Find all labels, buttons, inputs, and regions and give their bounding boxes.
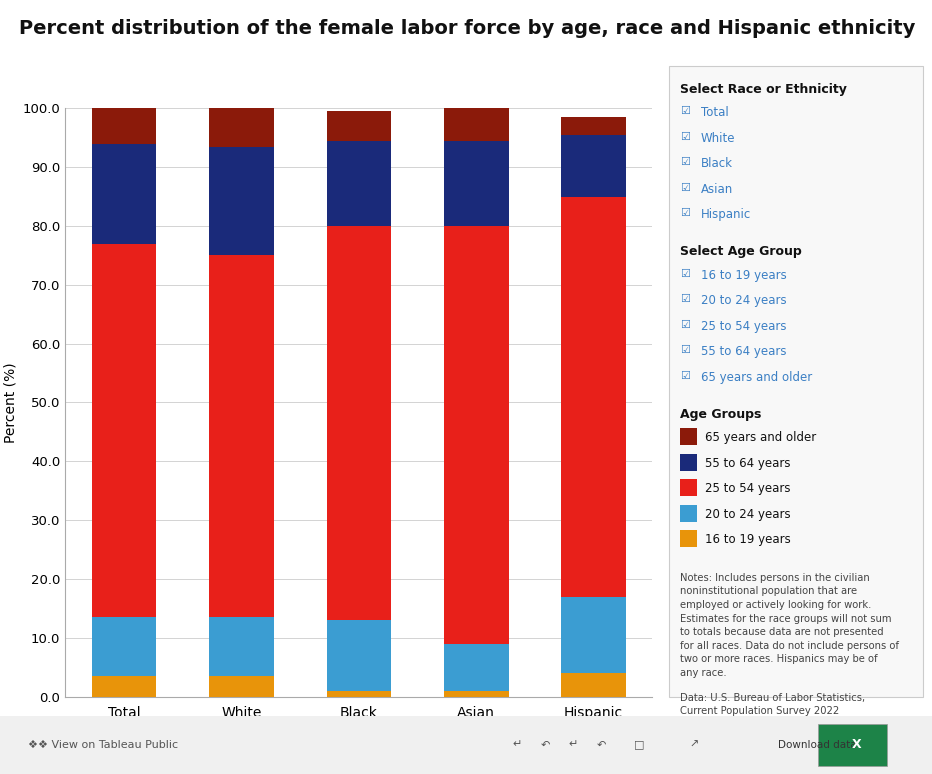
- Text: 20 to 24 years: 20 to 24 years: [705, 508, 790, 521]
- Text: ↵: ↵: [513, 740, 522, 749]
- Bar: [91, 144, 157, 244]
- Text: ↶: ↶: [596, 740, 606, 749]
- Text: Asian: Asian: [701, 183, 733, 196]
- Text: Age Groups: Age Groups: [680, 408, 761, 421]
- Bar: [326, 690, 391, 697]
- Text: Data: U.S. Bureau of Labor Statistics,
Current Population Survey 2022
Graphic: U: Data: U.S. Bureau of Labor Statistics, C…: [680, 693, 866, 744]
- Text: ☑: ☑: [680, 294, 691, 304]
- Text: ❖❖ View on Tableau Public: ❖❖ View on Tableau Public: [28, 740, 178, 749]
- Bar: [561, 197, 626, 597]
- Text: 55 to 64 years: 55 to 64 years: [701, 345, 787, 358]
- Bar: [91, 676, 157, 697]
- Bar: [91, 108, 157, 144]
- Bar: [326, 226, 391, 620]
- Text: 65 years and older: 65 years and older: [701, 371, 812, 384]
- Bar: [444, 690, 509, 697]
- Bar: [209, 255, 274, 617]
- Bar: [91, 244, 157, 617]
- Bar: [444, 141, 509, 226]
- Text: 20 to 24 years: 20 to 24 years: [701, 294, 787, 307]
- Text: Hispanic: Hispanic: [701, 208, 751, 221]
- Text: ☑: ☑: [680, 269, 691, 279]
- Text: Download data: Download data: [778, 740, 857, 749]
- Text: Select Race or Ethnicity: Select Race or Ethnicity: [680, 83, 847, 96]
- Text: 55 to 64 years: 55 to 64 years: [705, 457, 790, 470]
- Bar: [326, 620, 391, 690]
- Text: Black: Black: [701, 157, 733, 170]
- Bar: [444, 644, 509, 690]
- Bar: [561, 117, 626, 135]
- Bar: [444, 226, 509, 644]
- Bar: [209, 108, 274, 146]
- Text: 65 years and older: 65 years and older: [705, 431, 816, 444]
- Text: 16 to 19 years: 16 to 19 years: [705, 533, 790, 546]
- Bar: [444, 108, 509, 141]
- Bar: [561, 673, 626, 697]
- Text: 25 to 54 years: 25 to 54 years: [701, 320, 787, 333]
- Bar: [209, 617, 274, 676]
- Text: □: □: [634, 740, 644, 749]
- Text: ☑: ☑: [680, 320, 691, 330]
- Text: ↗: ↗: [690, 740, 699, 749]
- Bar: [326, 141, 391, 226]
- Text: Notes: Includes persons in the civilian
noninstitutional population that are
emp: Notes: Includes persons in the civilian …: [680, 573, 899, 678]
- Bar: [561, 135, 626, 197]
- Bar: [326, 111, 391, 141]
- Text: White: White: [701, 132, 735, 145]
- Text: 25 to 54 years: 25 to 54 years: [705, 482, 790, 495]
- Text: Total: Total: [701, 106, 729, 119]
- Bar: [209, 676, 274, 697]
- Text: Select Age Group: Select Age Group: [680, 245, 802, 259]
- Text: Percent distribution of the female labor force by age, race and Hispanic ethnici: Percent distribution of the female labor…: [19, 19, 915, 39]
- Text: ☑: ☑: [680, 132, 691, 142]
- Bar: [209, 146, 274, 255]
- Bar: [561, 597, 626, 673]
- Text: ☑: ☑: [680, 157, 691, 167]
- Text: X: X: [852, 738, 861, 751]
- Text: ↵: ↵: [569, 740, 578, 749]
- Text: ☑: ☑: [680, 183, 691, 193]
- Text: ☑: ☑: [680, 345, 691, 355]
- Bar: [91, 617, 157, 676]
- Text: ☑: ☑: [680, 106, 691, 116]
- Text: ☑: ☑: [680, 208, 691, 218]
- Text: ☑: ☑: [680, 371, 691, 381]
- Y-axis label: Percent (%): Percent (%): [3, 362, 17, 443]
- Text: 16 to 19 years: 16 to 19 years: [701, 269, 787, 282]
- Text: ↶: ↶: [541, 740, 550, 749]
